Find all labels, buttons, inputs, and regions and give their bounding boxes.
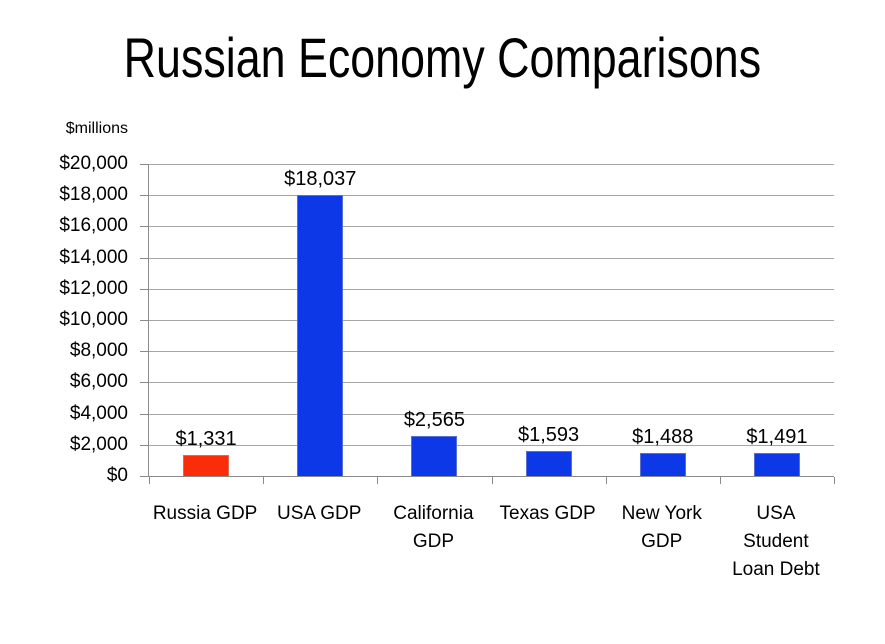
- gridline-6000: [149, 382, 834, 384]
- value-label-usa-gdp: $18,037: [284, 168, 357, 190]
- plot-area: $1,331 $18,037 $2,565 $1,593 $1,488 $1,491: [140, 164, 835, 484]
- bar-russia-gdp: [183, 455, 230, 476]
- x-category-label-new-york-gdp: New York GDP: [595, 500, 729, 556]
- bar-usa-student-loan-debt: [753, 453, 800, 476]
- x-category-label-russia-gdp: Russia GDP: [138, 500, 272, 528]
- gridline-16000: [149, 226, 834, 228]
- y-tick-label-14000: $14,000: [59, 246, 128, 268]
- y-tick-label-0: $0: [106, 465, 128, 486]
- value-label-texas-gdp: $1,593: [517, 424, 580, 446]
- gridline-2000: [149, 444, 834, 446]
- x-tick-1: [263, 477, 265, 484]
- value-label-california-gdp: $2,565: [403, 409, 465, 431]
- x-category-label-usa-student-loan-debt: USA Student Loan Debt: [709, 500, 843, 584]
- x-category-label-line: USA: [756, 503, 796, 524]
- y-tick-label-20000: $20,000: [59, 153, 128, 174]
- y-tick-label-2000: $2,000: [69, 433, 128, 455]
- x-tick-4: [605, 477, 607, 484]
- bar-new-york-gdp: [639, 453, 686, 476]
- value-label-new-york-gdp: $1,488: [632, 426, 694, 448]
- y-axis-labels: $0 $2,000 $4,000 $6,000 $8,000 $10,000 $12,000…: [0, 153, 138, 486]
- y-tick-0: [140, 476, 149, 477]
- x-category-label-line: Russia GDP: [152, 503, 258, 524]
- y-tick-8000: [140, 351, 149, 353]
- x-category-label-line: California: [393, 503, 474, 524]
- x-tick-5: [719, 477, 721, 484]
- y-tick-4000: [140, 413, 149, 415]
- bar-texas-gdp: [525, 451, 572, 476]
- x-category-label-line: Loan Debt: [732, 559, 820, 580]
- value-label-russia-gdp: $1,331: [175, 428, 237, 450]
- y-tick-16000: [140, 226, 149, 228]
- y-tick-12000: [140, 288, 149, 290]
- gridline-18000: [149, 195, 834, 197]
- x-tick-3: [491, 477, 493, 484]
- x-tick-6: [834, 477, 835, 484]
- y-tick-6000: [140, 382, 149, 384]
- x-category-label-line: Texas GDP: [499, 503, 596, 524]
- x-category-label-california-gdp: California GDP: [366, 500, 500, 556]
- y-tick-18000: [140, 195, 149, 197]
- y-tick-label-8000: $8,000: [69, 340, 128, 362]
- x-tick-0: [149, 477, 150, 484]
- gridline-10000: [149, 320, 834, 321]
- x-category-label-line: New York: [621, 503, 702, 524]
- x-category-label-line: USA GDP: [276, 503, 362, 524]
- x-category-label-line: GDP: [412, 531, 454, 552]
- y-tick-label-16000: $16,000: [59, 215, 128, 237]
- y-tick-20000: [140, 164, 149, 165]
- value-label-usa-student-loan-debt: $1,491: [746, 426, 808, 448]
- gridline-20000: [149, 164, 834, 165]
- chart-title: Russian Economy Comparisons: [0, 26, 885, 90]
- y-tick-2000: [140, 444, 149, 446]
- x-category-label-texas-gdp: Texas GDP: [481, 500, 615, 528]
- y-tick-label-6000: $6,000: [69, 371, 128, 393]
- y-tick-10000: [140, 320, 149, 321]
- y-tick-14000: [140, 257, 149, 259]
- gridline-4000: [149, 413, 834, 415]
- y-tick-label-12000: $12,000: [59, 277, 128, 299]
- y-tick-label-18000: $18,000: [59, 184, 128, 206]
- gridline-8000: [149, 351, 834, 353]
- x-tick-2: [377, 477, 379, 484]
- x-category-label-usa-gdp: USA GDP: [252, 500, 386, 528]
- y-axis-unit-label: $millions: [65, 120, 128, 137]
- y-tick-label-10000: $10,000: [59, 309, 128, 330]
- chart-title-text: Russian Economy Comparisons: [123, 26, 762, 89]
- bar-usa-gdp: [297, 195, 344, 476]
- y-tick-label-4000: $4,000: [69, 402, 128, 424]
- x-category-label-line: Student: [743, 531, 809, 552]
- bar-california-gdp: [411, 436, 458, 476]
- x-axis-labels: Russia GDP USA GDP California GDP Texas GDP N…: [148, 500, 833, 600]
- x-category-label-line: GDP: [641, 531, 683, 552]
- gridline-14000: [149, 257, 834, 259]
- gridline-12000: [149, 288, 834, 290]
